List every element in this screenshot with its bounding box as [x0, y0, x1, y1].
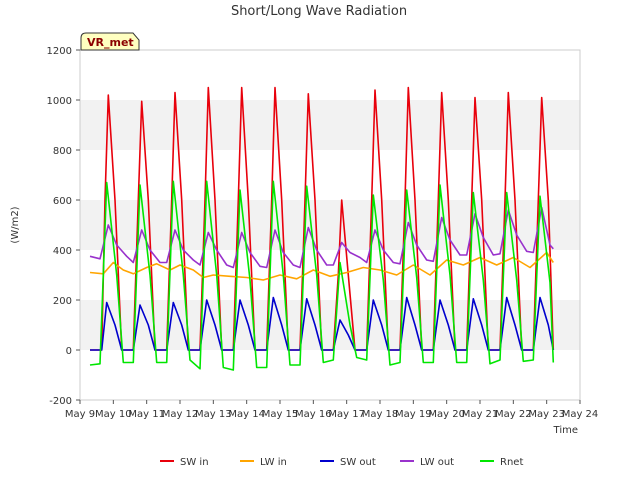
- x-tick-label: May 22: [495, 409, 532, 420]
- x-tick-label: May 17: [328, 409, 365, 420]
- series-lines: [89, 86, 555, 371]
- y-axis-ticks: -200 0 200 400 600 800 1000 1200: [47, 46, 80, 407]
- x-tick-label: May 14: [228, 409, 265, 420]
- x-tick-label: May 20: [428, 409, 465, 420]
- series-line-lw-out: [89, 206, 554, 269]
- grid-band: [80, 300, 580, 350]
- x-tick-label: May 9: [65, 409, 95, 420]
- grid-band: [80, 200, 580, 250]
- x-tick-label: May 16: [295, 409, 332, 420]
- y-tick-label: 200: [53, 296, 72, 307]
- y-tick-label: 400: [53, 246, 72, 257]
- y-tick-label: 1000: [47, 96, 72, 107]
- grid-band: [80, 100, 580, 150]
- plot-frame: [79, 49, 581, 401]
- y-tick-label: 0: [66, 346, 72, 357]
- y-tick-label: -200: [49, 396, 72, 407]
- legend-entry: Rnet: [500, 457, 523, 468]
- x-tick-label: May 21: [462, 409, 499, 420]
- legend: SW in LW in SW out LW out Rnet: [160, 457, 523, 468]
- x-axis-label: Time: [553, 425, 578, 436]
- y-axis-label: (W/m2): [10, 206, 21, 243]
- series-line-rnet: [89, 180, 555, 371]
- x-tick-label: May 13: [195, 409, 232, 420]
- badge-label: VR_met: [87, 36, 134, 49]
- x-tick-label: May 18: [362, 409, 399, 420]
- x-tick-label: May 10: [95, 409, 132, 420]
- chart-title: Short/Long Wave Radiation: [231, 4, 407, 19]
- grid-bands: [80, 100, 580, 350]
- legend-entry: LW out: [420, 457, 454, 468]
- legend-entry: SW out: [340, 457, 376, 468]
- x-tick-label: May 11: [128, 409, 165, 420]
- x-tick-label: May 15: [262, 409, 299, 420]
- x-tick-label: May 23: [528, 409, 565, 420]
- legend-entry: SW in: [180, 457, 209, 468]
- series-line-lw-in: [89, 251, 554, 281]
- station-badge: VR_met: [80, 32, 140, 51]
- badge-shape: [80, 32, 140, 51]
- legend-entry: LW in: [260, 457, 287, 468]
- x-tick-label: May 24: [562, 409, 599, 420]
- x-tick-label: May 19: [395, 409, 432, 420]
- y-tick-label: 1200: [47, 46, 72, 57]
- x-tick-label: May 12: [162, 409, 199, 420]
- y-tick-label: 600: [53, 196, 72, 207]
- y-tick-label: 800: [53, 146, 72, 157]
